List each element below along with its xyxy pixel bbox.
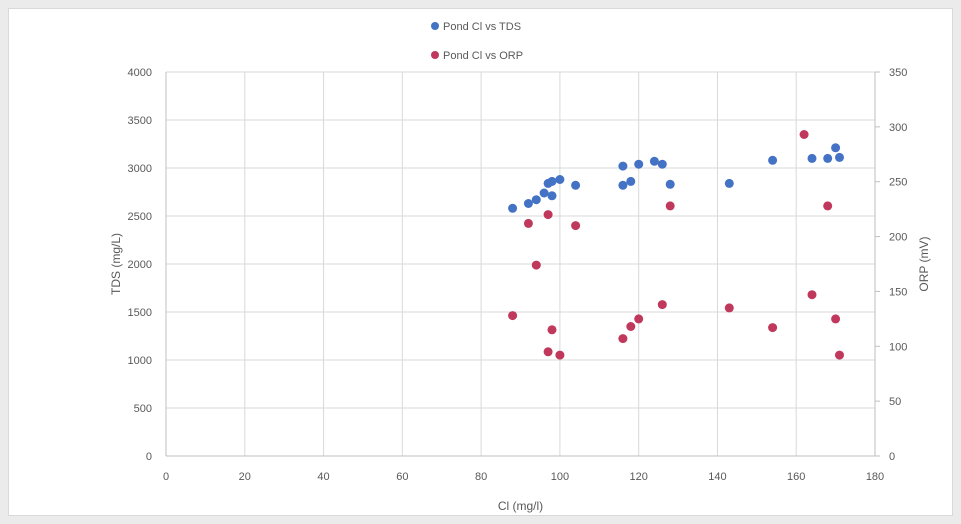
x-axis-label: Cl (mg/l) bbox=[498, 499, 543, 513]
series-orp bbox=[508, 130, 844, 360]
data-point bbox=[665, 179, 675, 189]
y-tick-label: 3500 bbox=[128, 115, 152, 127]
data-point bbox=[831, 143, 841, 153]
legend-marker bbox=[431, 51, 439, 59]
legend-label: Pond Cl vs TDS bbox=[443, 21, 521, 33]
data-point bbox=[807, 290, 817, 300]
data-point bbox=[634, 314, 644, 324]
data-point bbox=[768, 155, 778, 165]
y-tick-label: 1500 bbox=[128, 307, 152, 319]
data-point bbox=[508, 203, 518, 213]
data-point bbox=[523, 218, 533, 228]
x-tick-label: 100 bbox=[551, 471, 569, 483]
data-point bbox=[724, 303, 734, 313]
data-point bbox=[799, 130, 809, 139]
y2-tick-label: 200 bbox=[889, 232, 907, 244]
y2-tick-label: 0 bbox=[889, 451, 895, 463]
x-tick-label: 60 bbox=[396, 471, 408, 483]
data-point bbox=[547, 325, 557, 335]
data-point bbox=[618, 334, 628, 344]
x-tick-label: 0 bbox=[163, 471, 169, 483]
data-point bbox=[571, 221, 581, 231]
legend-entry: Pond Cl vs TDS bbox=[431, 21, 521, 33]
data-point bbox=[547, 191, 557, 201]
x-tick-label: 40 bbox=[317, 471, 329, 483]
gridlines bbox=[165, 71, 876, 457]
data-point bbox=[657, 159, 667, 169]
data-point bbox=[508, 311, 518, 321]
data-point bbox=[823, 153, 833, 163]
legend-entry: Pond Cl vs ORP bbox=[431, 50, 523, 62]
data-point bbox=[523, 199, 533, 208]
data-point bbox=[835, 152, 844, 162]
y-tick-label: 1000 bbox=[128, 355, 152, 367]
data-point bbox=[634, 159, 644, 169]
y2-tick-label: 50 bbox=[889, 396, 901, 408]
y2-axis-ticks: 0 50 100 150 200 250 300 350 bbox=[875, 67, 907, 463]
x-tick-label: 20 bbox=[239, 471, 251, 483]
series-tds bbox=[508, 143, 844, 213]
y-tick-label: 2500 bbox=[128, 211, 152, 223]
y2-tick-label: 350 bbox=[889, 67, 907, 79]
x-axis-ticks: 0 20 40 60 80 100 120 140 160 180 bbox=[163, 471, 884, 483]
data-point bbox=[543, 347, 553, 357]
y2-tick-label: 150 bbox=[889, 286, 907, 298]
y-tick-label: 4000 bbox=[128, 67, 152, 79]
x-tick-label: 120 bbox=[629, 471, 647, 483]
x-tick-label: 180 bbox=[866, 471, 884, 483]
x-tick-label: 160 bbox=[787, 471, 805, 483]
data-point bbox=[835, 350, 844, 360]
data-point bbox=[657, 300, 667, 310]
data-point bbox=[649, 156, 659, 166]
legend: Pond Cl vs TDS Pond Cl vs ORP bbox=[431, 21, 523, 62]
data-point bbox=[531, 260, 541, 270]
x-tick-label: 80 bbox=[475, 471, 487, 483]
data-point bbox=[724, 178, 734, 188]
data-point bbox=[547, 176, 557, 186]
y-tick-label: 500 bbox=[134, 403, 152, 415]
data-point bbox=[665, 201, 675, 211]
data-point bbox=[555, 175, 565, 184]
data-point bbox=[543, 210, 553, 220]
data-point bbox=[618, 161, 628, 171]
data-point bbox=[531, 195, 541, 205]
legend-label: Pond Cl vs ORP bbox=[443, 50, 523, 62]
y-tick-label: 2000 bbox=[128, 259, 152, 271]
y-tick-label: 0 bbox=[146, 451, 152, 463]
y-tick-label: 3000 bbox=[128, 163, 152, 175]
data-point bbox=[539, 188, 549, 198]
data-point bbox=[807, 153, 817, 163]
y2-tick-label: 300 bbox=[889, 122, 907, 134]
y-axis-ticks: 0 500 1000 1500 2000 2500 3000 3500 4000 bbox=[128, 67, 152, 463]
data-point bbox=[626, 322, 636, 331]
data-point bbox=[626, 176, 636, 186]
data-point bbox=[768, 323, 778, 333]
y-axis-label: TDS (mg/L) bbox=[109, 233, 123, 295]
y2-tick-label: 250 bbox=[889, 177, 907, 189]
data-point bbox=[618, 180, 628, 190]
data-point bbox=[571, 180, 581, 190]
data-points bbox=[508, 130, 844, 360]
data-point bbox=[831, 314, 841, 324]
legend-marker bbox=[431, 22, 439, 30]
data-point bbox=[823, 201, 833, 211]
y2-tick-label: 100 bbox=[889, 341, 907, 353]
x-tick-label: 140 bbox=[708, 471, 726, 483]
y2-axis-label: ORP (mV) bbox=[917, 236, 931, 291]
data-point bbox=[555, 350, 565, 360]
